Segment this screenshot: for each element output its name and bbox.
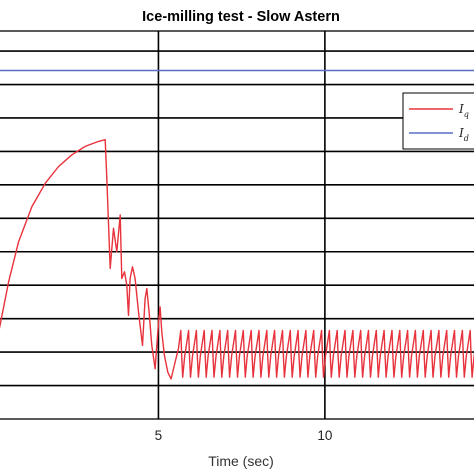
chart-title: Ice-milling test - Slow Astern [142,9,340,25]
x-tick-label: 5 [155,428,163,443]
legend-label-subscript: d [464,134,469,143]
series-lines [0,69,474,380]
x-tick-label: 10 [317,428,332,443]
x-axis-label: Time (sec) [208,453,274,469]
legend-box [402,92,474,150]
grid-lines [0,31,474,419]
series-line-Iq [0,139,474,380]
legend: Iq Id [402,92,474,150]
plot-area [0,30,474,420]
legend-label-subscript: q [464,110,469,119]
legend-label: Id [458,126,469,143]
x-axis: 5 10 [155,414,332,443]
legend-label: Iq [458,102,469,119]
